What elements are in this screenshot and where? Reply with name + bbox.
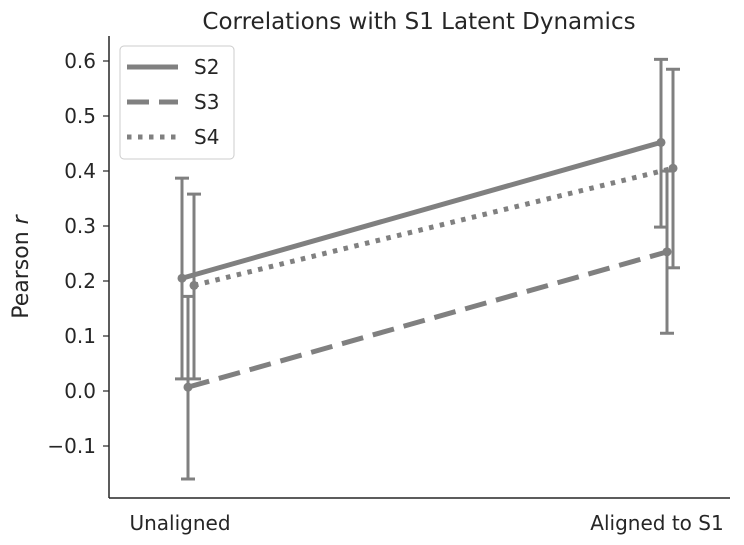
y-tick-label: 0.5 — [64, 104, 96, 128]
y-axis: −0.1 0.0 0.1 0.2 0.3 0.4 0.5 0.6 — [47, 36, 110, 498]
legend-label-s4: S4 — [194, 125, 219, 149]
x-axis: Unaligned Aligned to S1 — [109, 497, 730, 535]
legend: S2 S3 S4 — [119, 45, 235, 160]
y-axis-title: Pearson r — [9, 213, 34, 318]
y-tick-label: −0.1 — [47, 434, 96, 458]
y-tick-label: 0.2 — [64, 269, 96, 293]
data-point — [656, 137, 666, 147]
y-tick-label: 0.3 — [64, 214, 96, 238]
x-tick-label: Unaligned — [129, 511, 230, 535]
data-point — [189, 280, 199, 290]
y-tick-label: 0.0 — [64, 379, 96, 403]
y-tick-label: 0.1 — [64, 324, 96, 348]
series-s2 — [175, 57, 668, 381]
y-tick-label: 0.4 — [64, 159, 96, 183]
legend-label-s2: S2 — [194, 55, 219, 79]
data-point — [662, 247, 672, 257]
data-point — [668, 163, 678, 173]
data-point — [177, 273, 187, 283]
series-layer — [175, 57, 680, 481]
chart-title: Correlations with S1 Latent Dynamics — [202, 9, 635, 35]
y-tick-label: 0.6 — [64, 49, 96, 73]
x-tick-label: Aligned to S1 — [590, 511, 723, 535]
series-line — [181, 139, 662, 281]
series-s4 — [187, 67, 680, 381]
series-line — [193, 165, 674, 288]
data-point — [183, 382, 193, 392]
series-s3 — [181, 169, 674, 481]
legend-label-s3: S3 — [194, 90, 219, 114]
series-line — [187, 249, 668, 390]
